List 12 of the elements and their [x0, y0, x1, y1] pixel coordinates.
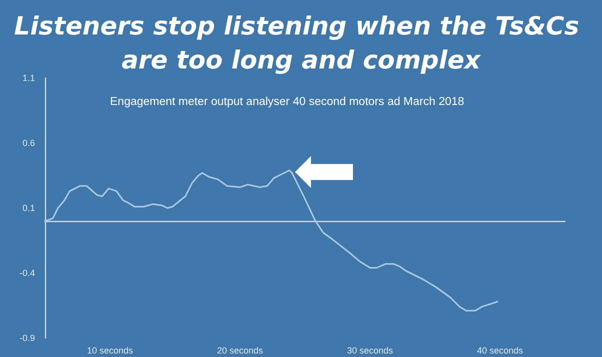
x-tick-label: 40 seconds	[476, 346, 524, 356]
line-series	[44, 170, 498, 312]
text: Engagement meter output analyser 40 second motors ad March 2018	[110, 96, 464, 108]
y-tick-label: 0.6	[22, 138, 35, 148]
chart-title: Listeners stop listening when the Ts&Cs are too long and complex	[14, 12, 588, 74]
x-tick-label: 20 seconds	[216, 346, 264, 356]
y-tick-label: -0.9	[19, 333, 35, 343]
x-tick-label: 30 seconds	[346, 346, 394, 356]
y-tick-label: 0.1	[22, 203, 35, 213]
y-tick-label: -0.4	[19, 268, 35, 278]
y-tick-label: 1.1	[22, 73, 35, 83]
x-tick-label: 10 seconds	[86, 346, 134, 356]
